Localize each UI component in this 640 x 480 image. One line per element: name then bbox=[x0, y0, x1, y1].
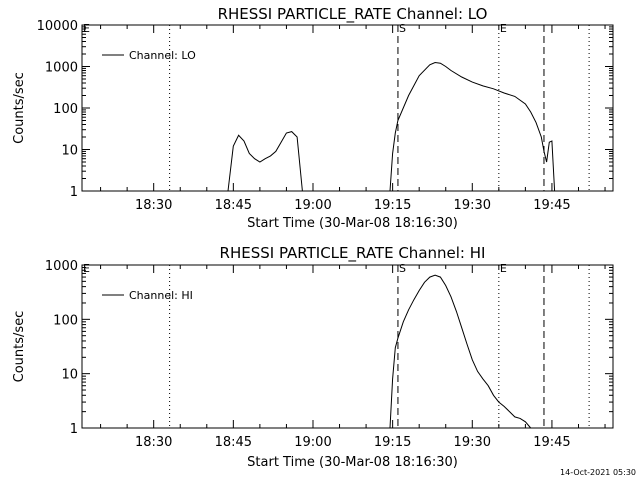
footer-timestamp: 14-Oct-2021 05:30 bbox=[560, 468, 636, 477]
y-tick-label: 10 bbox=[61, 144, 78, 159]
x-tick-label: 18:45 bbox=[215, 435, 252, 450]
legend-label: Channel: HI bbox=[129, 289, 193, 302]
x-tick-label: 19:15 bbox=[374, 198, 411, 213]
chart-panel-1: RHESSI PARTICLE_RATE Channel: LO 18:30 18:… bbox=[12, 5, 614, 231]
chart-title: RHESSI PARTICLE_RATE Channel: HI bbox=[220, 244, 486, 263]
x-tick-label: 18:30 bbox=[135, 198, 172, 213]
x-tick-label: 19:00 bbox=[294, 435, 331, 450]
x-tick-label: 19:45 bbox=[533, 435, 570, 450]
series-line bbox=[389, 61, 556, 192]
y-tick-label: 10000 bbox=[37, 19, 78, 34]
marker-label: E bbox=[83, 22, 90, 35]
marker-label: E bbox=[83, 262, 90, 275]
series-line bbox=[389, 274, 532, 429]
marker-label: E bbox=[500, 262, 507, 275]
chart-panel-2: RHESSI PARTICLE_RATE Channel: HI 18:30 18:… bbox=[12, 244, 614, 470]
plot-frame bbox=[81, 264, 614, 429]
x-tick-label: 19:15 bbox=[374, 435, 411, 450]
series-line bbox=[227, 131, 303, 192]
x-tick-label: 18:45 bbox=[215, 198, 252, 213]
y-tick-label: 1000 bbox=[45, 61, 78, 76]
x-tick-label: 19:30 bbox=[454, 198, 491, 213]
y-axis-label: Counts/sec bbox=[12, 72, 27, 144]
chart-title: RHESSI PARTICLE_RATE Channel: LO bbox=[218, 5, 488, 24]
marker-label: S bbox=[399, 22, 406, 35]
marker-label: S bbox=[399, 262, 406, 275]
y-axis-label: Counts/sec bbox=[12, 311, 27, 383]
chart-panels: RHESSI PARTICLE_RATE Channel: LO 18:30 18:… bbox=[12, 5, 614, 470]
marker-label: E bbox=[500, 22, 507, 35]
y-tick-label: 1 bbox=[70, 422, 78, 437]
x-tick-label: 19:00 bbox=[294, 198, 331, 213]
y-tick-label: 1 bbox=[70, 185, 78, 200]
x-axis-label: Start Time (30-Mar-08 18:16:30) bbox=[247, 455, 458, 470]
x-tick-label: 18:30 bbox=[135, 435, 172, 450]
y-tick-label: 10 bbox=[61, 368, 78, 383]
y-tick-label: 100 bbox=[53, 313, 78, 328]
x-axis-label: Start Time (30-Mar-08 18:16:30) bbox=[247, 216, 458, 231]
y-tick-label: 1000 bbox=[45, 259, 78, 274]
legend-label: Channel: LO bbox=[129, 49, 196, 62]
x-tick-label: 19:45 bbox=[533, 198, 570, 213]
y-tick-label: 100 bbox=[53, 102, 78, 117]
x-tick-label: 19:30 bbox=[454, 435, 491, 450]
